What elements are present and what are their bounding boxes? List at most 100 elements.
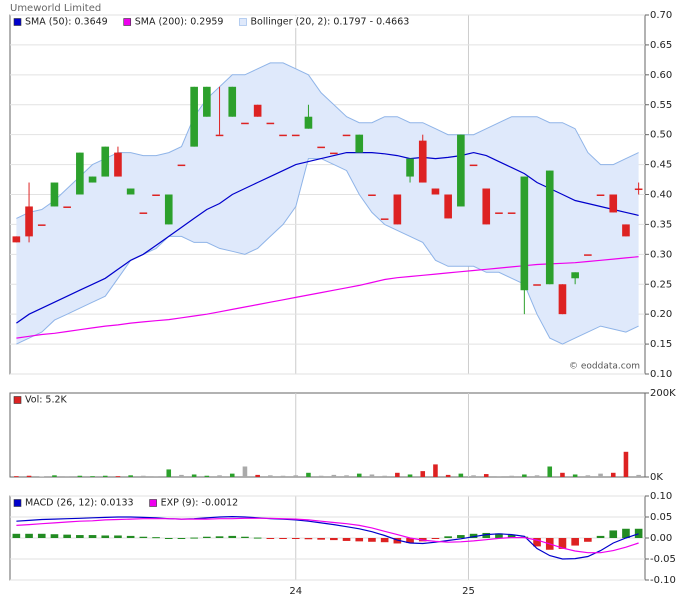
volume-bar (103, 476, 108, 477)
legend-swatch (239, 19, 246, 26)
y-tick-label: 0.30 (650, 249, 672, 260)
histogram-bar (597, 536, 605, 538)
y-tick-label: 0.45 (650, 160, 672, 171)
volume-bar (268, 475, 273, 477)
candle-body (508, 212, 516, 214)
histogram-bar (89, 535, 97, 538)
candle-body (216, 135, 224, 137)
volume-bar (192, 474, 197, 477)
volume-bar (395, 473, 400, 477)
histogram-bar (305, 538, 313, 539)
histogram-bar (635, 529, 643, 538)
histogram-bar (76, 535, 84, 538)
volume-bar (116, 476, 121, 477)
y-tick-label: 0.70 (650, 10, 672, 21)
volume-bar (484, 474, 489, 477)
candle-body (559, 284, 567, 314)
volume-bar (420, 471, 425, 477)
volume-bar (166, 469, 171, 477)
candle-body (584, 254, 592, 256)
y-tick-label: -0.05 (650, 554, 676, 565)
y-tick-label: 0.00 (650, 533, 672, 544)
histogram-bar (178, 538, 186, 539)
volume-bar (154, 476, 159, 477)
x-tick-label: 25 (462, 586, 475, 597)
histogram-bar (63, 535, 71, 538)
y-tick-label: 0.50 (650, 130, 672, 141)
candle-body (165, 195, 173, 225)
candle-body (267, 123, 275, 125)
histogram-bar (444, 536, 452, 538)
volume-bar (90, 476, 95, 477)
candle-body (432, 189, 440, 195)
histogram-bar (317, 538, 325, 540)
legend-label: MACD (26, 12): 0.0133 (25, 498, 134, 509)
volume-bar (306, 473, 311, 477)
candle-body (406, 159, 414, 177)
legend-label: SMA (200): 0.2959 (135, 17, 224, 28)
candle-body (330, 153, 338, 155)
histogram-bar (140, 537, 148, 538)
histogram-bar (51, 534, 59, 538)
y-tick-label: 0.40 (650, 190, 672, 201)
chart-title: Umeworld Limited (10, 3, 101, 14)
volume-bar (611, 473, 616, 477)
legend-label: Bollinger (20, 2): 0.1797 - 0.4663 (250, 17, 409, 28)
volume-bar (78, 476, 83, 477)
candle-body (228, 87, 236, 117)
candle-body (127, 189, 135, 195)
candle-body (457, 135, 465, 207)
volume-bar (624, 452, 629, 477)
y-tick-label: 200K (650, 388, 676, 399)
volume-bar (636, 475, 641, 477)
volume-bar (547, 467, 552, 478)
volume-bar (27, 476, 32, 477)
histogram-bar (13, 534, 21, 538)
candle-body (38, 224, 46, 226)
histogram-bar (165, 538, 173, 539)
candle-body (635, 189, 643, 191)
candle-body (609, 195, 617, 213)
histogram-bar (114, 535, 122, 538)
volume-bar (217, 475, 222, 477)
legend-swatch (14, 19, 21, 26)
candle-body (444, 195, 452, 219)
histogram-bar (279, 538, 287, 539)
histogram-bar (609, 530, 617, 538)
candle-body (482, 189, 490, 225)
volume-bar (255, 475, 260, 477)
volume-bar (281, 476, 286, 477)
histogram-bar (216, 536, 224, 538)
volume-bar (344, 475, 349, 477)
volume-bar (52, 475, 57, 477)
volume-bar (230, 474, 235, 477)
histogram-bar (267, 538, 275, 539)
volume-bar (357, 474, 362, 477)
y-tick-label: 0.20 (650, 309, 672, 320)
volume-bar (497, 476, 502, 477)
histogram-bar (457, 535, 465, 538)
volume-bar (319, 476, 324, 477)
y-tick-label: 0K (650, 472, 663, 483)
candle-body (203, 87, 211, 117)
volume-bar (179, 475, 184, 477)
y-tick-label: 0.25 (650, 279, 672, 290)
volume-bar (408, 474, 413, 477)
y-tick-label: 0.55 (650, 100, 672, 111)
candle-body (101, 147, 109, 177)
volume-bar (370, 474, 375, 477)
candle-body (317, 147, 325, 149)
histogram-bar (254, 538, 262, 539)
volume-bar (598, 474, 603, 477)
annotation: © eoddata.com (569, 362, 640, 372)
candle-body (419, 141, 427, 183)
y-tick-label: 0.10 (650, 369, 672, 380)
candle-body (140, 212, 148, 214)
panel-frame (10, 393, 645, 477)
candle-body (571, 272, 579, 278)
candle-body (355, 135, 363, 153)
candle-body (152, 195, 160, 197)
histogram-bar (330, 538, 338, 540)
candle-body (63, 206, 71, 208)
